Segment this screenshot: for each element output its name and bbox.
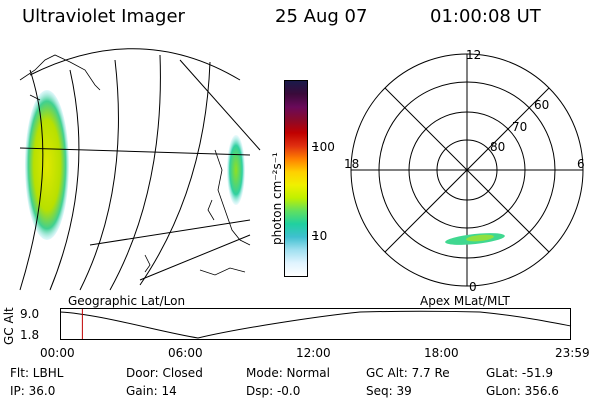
- colorbar-tick-100: 100: [312, 140, 335, 154]
- timeline-x-0000: 00:00: [40, 346, 75, 360]
- info-gc-alt: GC Alt: 7.7 Re: [366, 366, 450, 380]
- timeline-y-max: 9.0: [20, 307, 40, 321]
- aurora-blob-east: [227, 135, 245, 205]
- mlt-label-18: 18: [344, 157, 360, 171]
- mlt-label-12: 12: [466, 48, 482, 62]
- date-label: 25 Aug 07: [275, 6, 368, 27]
- time-label: 01:00:08 UT: [430, 6, 541, 27]
- info-mode: Mode: Normal: [246, 366, 330, 380]
- polar-plot: [350, 53, 584, 287]
- info-door: Door: Closed: [126, 366, 203, 380]
- coastlines: [19, 54, 251, 276]
- altitude-curve: [59, 310, 572, 339]
- timeline-x-1800: 18:00: [424, 346, 459, 360]
- aurora-blob-west: [25, 90, 69, 240]
- latitude-circles: [19, 48, 241, 291]
- geographic-map: [19, 48, 261, 291]
- longitude-lines: [19, 59, 261, 281]
- colorbar-tick-10: 10: [312, 229, 328, 243]
- colorbar-gradient: [285, 81, 307, 276]
- lat-label-60: 60: [534, 98, 550, 112]
- polar-diagonal-2: [384, 87, 550, 253]
- timeline-x-1200: 12:00: [296, 346, 331, 360]
- info-glon: GLon: 356.6: [486, 384, 559, 398]
- info-ip: IP: 36.0: [10, 384, 56, 398]
- altitude-timeline: [59, 308, 572, 340]
- info-gain: Gain: 14: [126, 384, 177, 398]
- timeline-x-0600: 06:00: [168, 346, 203, 360]
- colorbar-unit-label: photon cm⁻²s⁻¹: [270, 152, 284, 245]
- colorbar: [284, 80, 308, 277]
- timeline-x-2359: 23:59: [555, 346, 590, 360]
- mlt-label-6: 6: [577, 157, 585, 171]
- timeline-axis-label: GC Alt: [2, 307, 16, 345]
- timeline-y-min: 1.8: [20, 328, 40, 342]
- info-glat: GLat: -51.9: [486, 366, 553, 380]
- geo-panel-label: Geographic Lat/Lon: [68, 294, 186, 308]
- instrument-title: Ultraviolet Imager: [22, 6, 185, 27]
- lat-label-80: 80: [490, 140, 506, 154]
- mlt-label-0: 0: [469, 280, 477, 294]
- polar-panel-label: Apex MLat/MLT: [420, 294, 510, 308]
- info-seq: Seq: 39: [366, 384, 412, 398]
- lat-label-70: 70: [512, 120, 528, 134]
- header: Ultraviolet Imager 25 Aug 07 01:00:08 UT: [0, 6, 600, 30]
- info-dsp: Dsp: -0.0: [246, 384, 301, 398]
- info-filter: Flt: LBHL: [10, 366, 64, 380]
